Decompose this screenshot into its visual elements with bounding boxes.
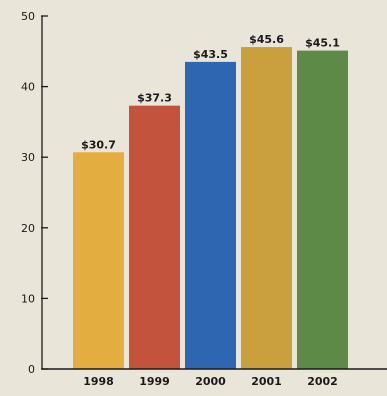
y-tick-label: 0 [28,363,35,376]
bar-value-label: $37.3 [137,92,172,105]
bar-value-label: $45.6 [249,33,284,46]
y-tick-label: 10 [21,292,35,305]
bar-2001 [241,47,292,370]
y-tick-label: 40 [21,81,35,94]
y-tick-label: 30 [21,151,35,164]
y-axis: 0 10 20 30 40 50 [21,10,48,376]
x-tick-label: 2000 [195,375,226,388]
x-tick-label: 2002 [307,375,338,388]
x-axis: 1998 1999 2000 2001 2002 [42,368,387,388]
bar-value-label: $45.1 [305,37,340,50]
bar-2002 [297,50,348,370]
x-tick-label: 1999 [139,375,170,388]
bar-value-label: $30.7 [81,138,116,151]
bar-1999 [129,105,180,370]
bar-1998 [73,152,124,369]
y-tick-label: 20 [21,222,35,235]
x-tick-label: 1998 [83,375,114,388]
y-tick-label: 50 [21,10,35,23]
bar-value-label: $43.5 [193,48,228,61]
bars-group: $30.7 $37.3 $43.5 $45.6 $45.1 [73,33,348,370]
bar-2000 [185,61,236,369]
x-tick-label: 2001 [251,375,282,388]
